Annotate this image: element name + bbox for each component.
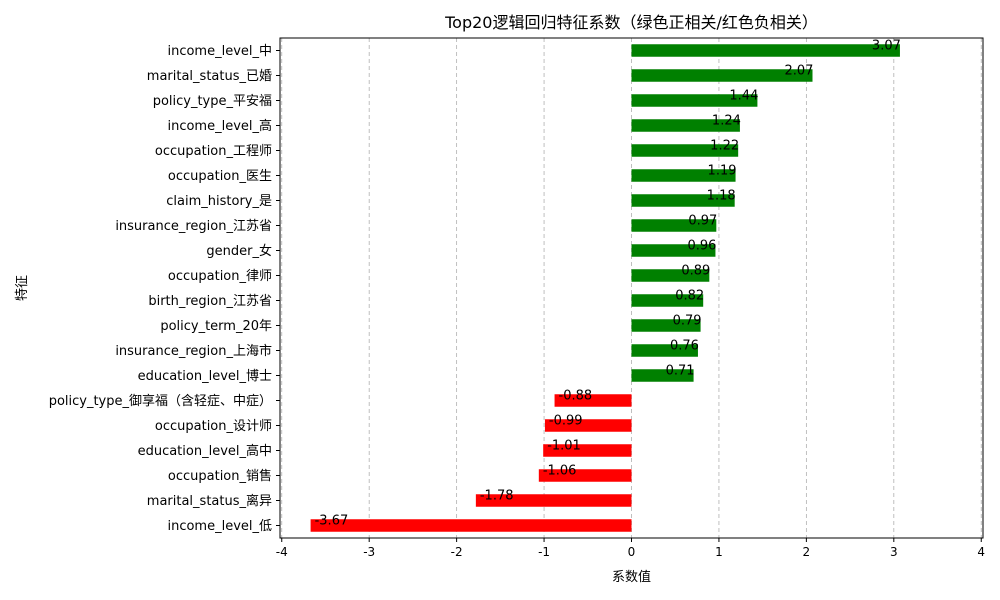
x-tick-label: -3 <box>363 545 375 559</box>
bar <box>543 444 632 457</box>
y-tick-label: policy_type_御享福（含轻症、中症） <box>49 393 272 409</box>
bar <box>631 44 900 57</box>
y-tick-label: insurance_region_上海市 <box>115 343 272 359</box>
y-tick-label: insurance_region_江苏省 <box>115 218 272 234</box>
data-label: -0.99 <box>549 414 583 429</box>
bar <box>631 94 758 107</box>
bar <box>631 344 698 357</box>
bar <box>538 469 632 482</box>
data-label: 0.76 <box>670 339 699 354</box>
data-label: 1.22 <box>710 139 739 154</box>
x-tick-label: 2 <box>803 545 811 559</box>
bar <box>631 319 701 332</box>
data-label: 2.07 <box>784 64 813 79</box>
x-tick-label: -2 <box>451 545 463 559</box>
bar <box>631 69 813 82</box>
bar <box>631 269 710 282</box>
bar <box>631 144 739 157</box>
bar <box>475 494 632 507</box>
y-tick-label: income_level_中 <box>167 44 272 59</box>
data-label: 1.18 <box>707 189 736 204</box>
bars <box>310 44 900 532</box>
data-label: 0.89 <box>681 264 710 279</box>
y-tick-label: income_level_低 <box>167 519 272 534</box>
y-tick-label: occupation_律师 <box>168 269 272 284</box>
y-tick-label: occupation_工程师 <box>155 144 272 159</box>
bar <box>631 369 694 382</box>
y-tick-label: education_level_高中 <box>138 443 272 459</box>
data-label: 0.71 <box>666 364 695 379</box>
data-label: -1.06 <box>543 464 577 479</box>
data-label: -0.88 <box>559 389 593 404</box>
data-label: -1.01 <box>547 439 581 454</box>
bar <box>631 244 716 257</box>
x-axis-label: 系数值 <box>612 569 651 585</box>
y-tick-label: policy_term_20年 <box>160 319 272 334</box>
bar <box>631 119 740 132</box>
x-tick-label: 1 <box>715 545 723 559</box>
x-tick-label: 0 <box>628 545 636 559</box>
bar <box>310 519 632 532</box>
bar <box>544 419 632 432</box>
grid-lines <box>281 38 982 538</box>
y-axis-label: 特征 <box>15 275 30 301</box>
y-tick-label: policy_type_平安福 <box>153 94 272 109</box>
data-label: -1.78 <box>480 489 514 504</box>
y-tick-label: claim_history_是 <box>166 194 272 209</box>
y-tick-label: occupation_设计师 <box>155 419 272 434</box>
y-tick-label: occupation_销售 <box>168 468 272 484</box>
data-label: 1.44 <box>729 89 758 104</box>
bar <box>631 194 735 207</box>
x-tick-label: 4 <box>977 545 985 559</box>
data-label: 0.97 <box>688 214 717 229</box>
bar <box>631 169 736 182</box>
data-label: 0.96 <box>687 239 716 254</box>
chart-title: Top20逻辑回归特征系数（绿色正相关/红色负相关） <box>444 13 818 32</box>
y-tick-label: income_level_高 <box>167 118 272 134</box>
data-label: 1.19 <box>708 164 737 179</box>
bar <box>631 219 717 232</box>
y-ticks: income_level_中 marital_status_已婚 policy_ty… <box>49 44 280 534</box>
x-tick-label: -4 <box>276 545 288 559</box>
plot-frame <box>279 37 984 539</box>
data-label: -3.67 <box>315 514 349 529</box>
y-tick-label: education_level_博士 <box>138 369 272 384</box>
data-label: 0.82 <box>675 289 704 304</box>
data-label: 1.24 <box>712 114 741 129</box>
y-tick-label: birth_region_江苏省 <box>148 293 272 309</box>
y-tick-label: marital_status_已婚 <box>147 69 272 84</box>
y-tick-label: marital_status_离异 <box>147 493 272 509</box>
bar <box>631 294 704 307</box>
x-ticks: -4 -3 -2 -1 0 1 2 3 4 <box>276 538 985 559</box>
bar <box>554 394 632 407</box>
y-tick-label: gender_女 <box>206 243 272 259</box>
data-label: 3.07 <box>872 39 901 54</box>
x-tick-label: -1 <box>538 545 550 559</box>
y-tick-label: occupation_医生 <box>168 169 272 184</box>
x-tick-label: 3 <box>890 545 898 559</box>
data-labels: 3.07 2.07 1.44 1.24 1.22 1.19 1.18 0.97 0.96 0.89… <box>315 39 901 529</box>
data-label: 0.79 <box>673 314 702 329</box>
